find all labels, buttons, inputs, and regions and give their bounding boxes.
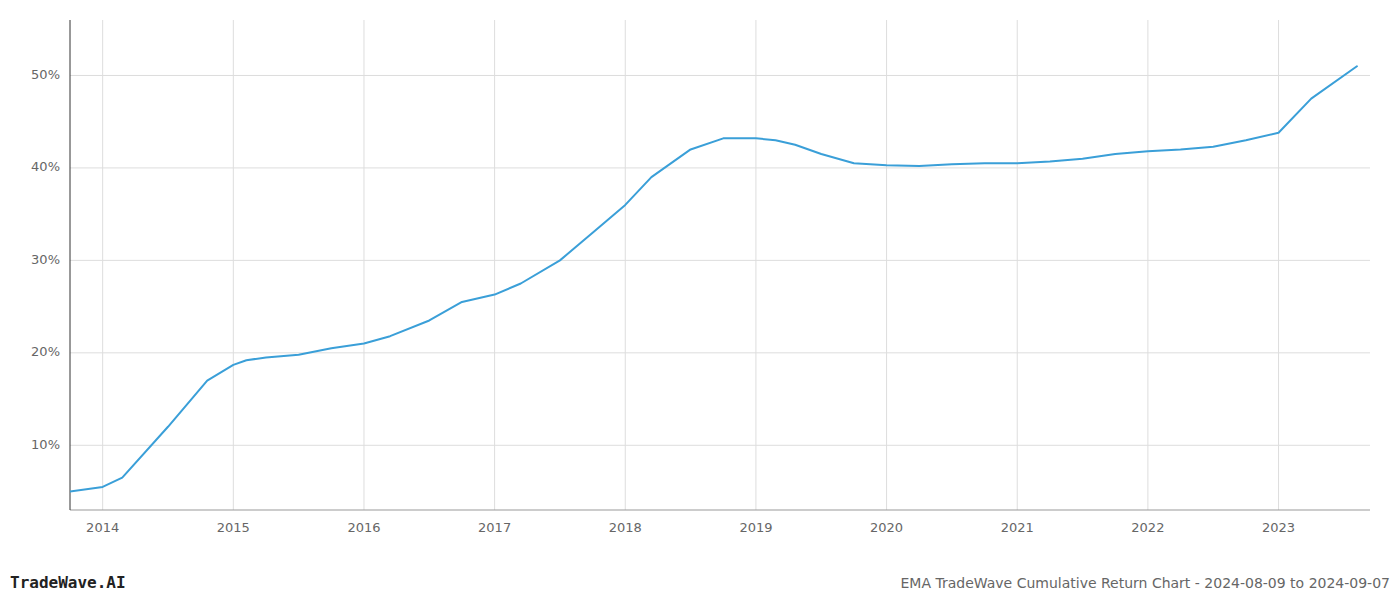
tick-labels: 10% 20% 30% 40% 50% 2014 2015 2016 2017 2018 2019 2…	[31, 67, 1295, 535]
x-grid-line	[886, 20, 887, 510]
grid	[70, 20, 1370, 510]
x-grid-line	[363, 20, 364, 510]
y-grid-line	[70, 260, 1370, 261]
y-grid-line	[70, 352, 1370, 353]
y-axis-line	[70, 20, 71, 510]
x-tick-label: 2019	[739, 520, 772, 535]
plot-area	[70, 66, 1357, 491]
chart: 10% 20% 30% 40% 50% 2014 2015 2016 2017 2018 2019 2…	[0, 0, 1400, 600]
x-grid-line	[233, 20, 234, 510]
x-axis-line	[70, 510, 1370, 511]
y-grid-line	[70, 445, 1370, 446]
x-tick-label: 2014	[86, 520, 119, 535]
x-grid-line	[1278, 20, 1279, 510]
y-grid-line	[70, 167, 1370, 168]
title: EMA TradeWave Cumulative Return Chart - …	[900, 575, 1390, 591]
x-grid-line	[1017, 20, 1018, 510]
y-tick-label: 10%	[31, 437, 60, 452]
x-tick-label: 2022	[1131, 520, 1164, 535]
x-grid-line	[102, 20, 103, 510]
x-grid-line	[625, 20, 626, 510]
y-tick-label: 40%	[31, 159, 60, 174]
x-tick-label: 2018	[609, 520, 642, 535]
y-tick-label: 30%	[31, 252, 60, 267]
x-grid-line	[1147, 20, 1148, 510]
y-tick-label: 50%	[31, 67, 60, 82]
x-tick-label: 2017	[478, 520, 511, 535]
x-tick-label: 2016	[347, 520, 380, 535]
watermark: TradeWave.AI	[10, 573, 126, 592]
x-grid-line	[494, 20, 495, 510]
x-tick-label: 2020	[870, 520, 903, 535]
line	[70, 66, 1357, 491]
x-tick-label: 2021	[1001, 520, 1034, 535]
y-grid-line	[70, 75, 1370, 76]
x-grid-line	[755, 20, 756, 510]
x-tick-label: 2015	[217, 520, 250, 535]
x-tick-label: 2023	[1262, 520, 1295, 535]
y-tick-label: 20%	[31, 344, 60, 359]
